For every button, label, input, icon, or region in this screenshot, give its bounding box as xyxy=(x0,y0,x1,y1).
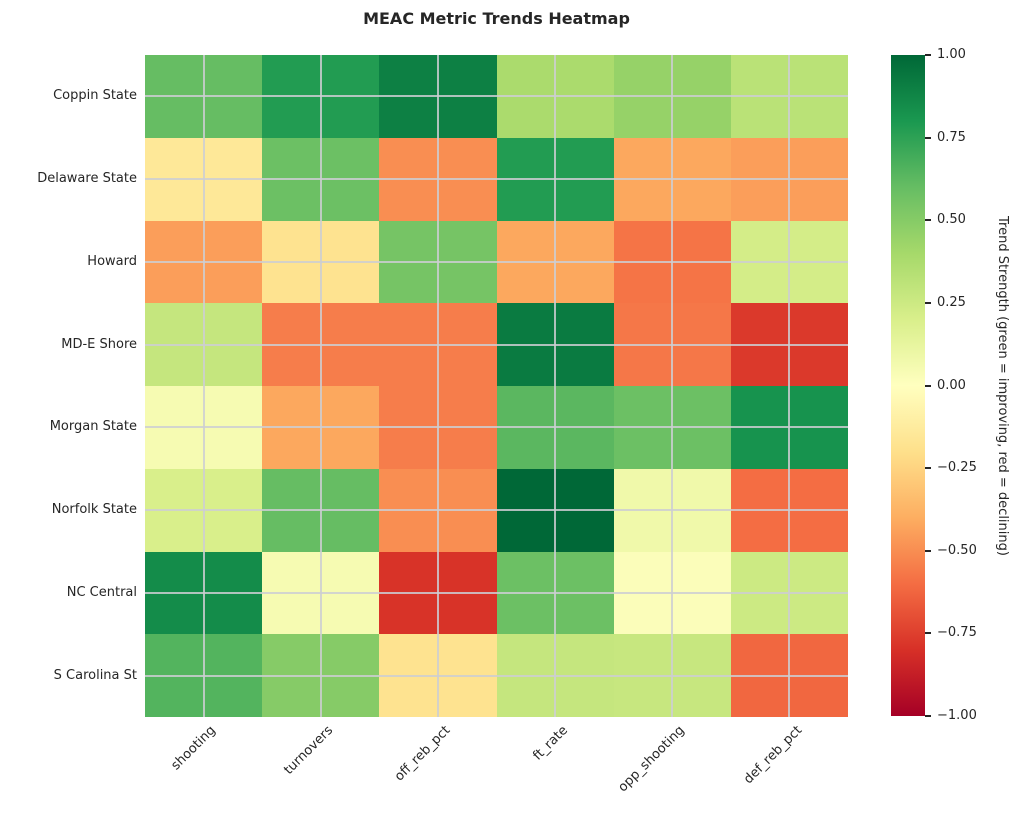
colorbar-tick-mark xyxy=(925,467,931,470)
colorbar-tick-label: 0.25 xyxy=(937,294,966,310)
colorbar-tick-mark xyxy=(925,219,931,222)
gridline-vertical xyxy=(788,55,790,717)
heatmap-grid xyxy=(145,55,848,717)
chart-title: MEAC Metric Trends Heatmap xyxy=(363,9,630,28)
gridline-horizontal xyxy=(145,509,848,511)
y-tick-label: Delaware State xyxy=(37,171,137,187)
colorbar-gradient xyxy=(891,55,925,716)
x-tick-label: off_reb_pct xyxy=(392,723,454,785)
gridline-vertical xyxy=(554,55,556,717)
x-tick-label: turnovers xyxy=(281,723,337,778)
colorbar-tick-mark xyxy=(925,384,931,387)
colorbar-tick-label: 0.50 xyxy=(937,212,966,228)
y-tick-label: S Carolina St xyxy=(53,667,137,683)
gridline-horizontal xyxy=(145,261,848,263)
gridline-vertical xyxy=(671,55,673,717)
gridline-vertical xyxy=(203,55,205,717)
colorbar-tick-mark xyxy=(925,136,931,139)
gridline-horizontal xyxy=(145,426,848,428)
gridline-vertical xyxy=(320,55,322,717)
x-tick-label: opp_shooting xyxy=(615,723,688,796)
y-tick-label: Coppin State xyxy=(53,88,137,104)
gridline-horizontal xyxy=(145,344,848,346)
y-tick-label: NC Central xyxy=(66,584,137,600)
gridline-vertical xyxy=(437,55,439,717)
colorbar-tick-label: −0.25 xyxy=(937,460,977,476)
y-tick-label: Howard xyxy=(87,253,137,269)
colorbar-tick-label: 0.00 xyxy=(937,377,966,393)
colorbar-tick-mark xyxy=(925,54,931,56)
gridline-horizontal xyxy=(145,675,848,677)
colorbar-tick-mark xyxy=(925,301,931,304)
colorbar-tick-mark xyxy=(925,715,931,717)
colorbar-tick-label: −1.00 xyxy=(937,708,977,723)
colorbar-label: Trend Strength (green = improving, red =… xyxy=(995,215,1010,556)
gridline-horizontal xyxy=(145,95,848,97)
x-tick-label: ft_rate xyxy=(530,723,571,764)
colorbar-tick-mark xyxy=(925,632,931,635)
colorbar-tick-label: −0.75 xyxy=(937,625,977,641)
x-tick-label: shooting xyxy=(168,723,220,774)
y-tick-label: Morgan State xyxy=(49,419,137,435)
colorbar-tick-label: −0.50 xyxy=(937,542,977,558)
y-tick-label: MD-E Shore xyxy=(61,336,137,352)
y-tick-label: Norfolk State xyxy=(51,502,137,518)
x-tick-label: def_reb_pct xyxy=(740,723,806,788)
gridline-horizontal xyxy=(145,178,848,180)
gridline-horizontal xyxy=(145,592,848,594)
colorbar-tick-label: 1.00 xyxy=(937,47,966,62)
colorbar-tick-label: 0.75 xyxy=(937,129,966,145)
colorbar-tick-mark xyxy=(925,549,931,552)
